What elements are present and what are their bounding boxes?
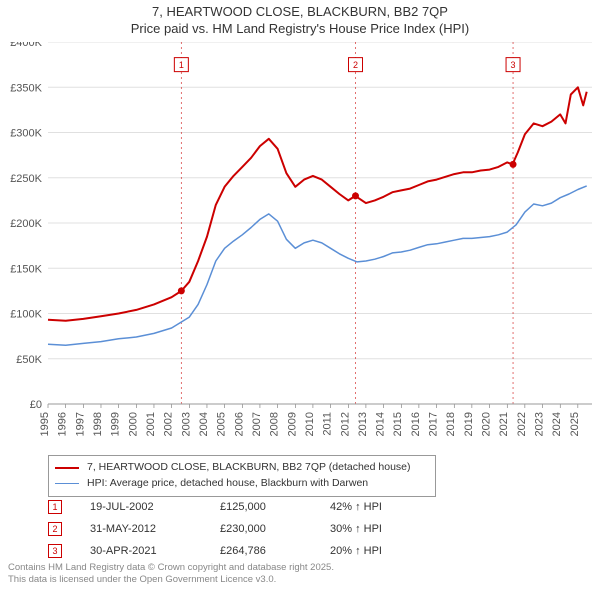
svg-text:2025: 2025 bbox=[569, 412, 581, 436]
marker-date: 30-APR-2021 bbox=[90, 545, 220, 557]
svg-text:2004: 2004 bbox=[198, 412, 210, 436]
legend: 7, HEARTWOOD CLOSE, BLACKBURN, BB2 7QP (… bbox=[48, 455, 436, 497]
marker-price: £125,000 bbox=[220, 501, 330, 513]
svg-text:2005: 2005 bbox=[216, 412, 228, 436]
svg-text:2010: 2010 bbox=[304, 412, 316, 436]
svg-text:2002: 2002 bbox=[163, 412, 175, 436]
svg-text:2011: 2011 bbox=[322, 412, 334, 436]
svg-text:3: 3 bbox=[511, 60, 516, 70]
svg-text:2024: 2024 bbox=[551, 412, 563, 436]
attribution-line2: This data is licensed under the Open Gov… bbox=[8, 574, 334, 586]
svg-text:£250K: £250K bbox=[10, 173, 42, 185]
svg-text:1995: 1995 bbox=[39, 412, 51, 436]
svg-text:2013: 2013 bbox=[357, 412, 369, 436]
svg-text:1997: 1997 bbox=[74, 412, 86, 436]
svg-text:1: 1 bbox=[179, 60, 184, 70]
svg-text:2021: 2021 bbox=[498, 412, 510, 436]
legend-label-red: 7, HEARTWOOD CLOSE, BLACKBURN, BB2 7QP (… bbox=[87, 460, 411, 476]
svg-text:2014: 2014 bbox=[375, 412, 387, 436]
markers-table: 1 19-JUL-2002£125,00042% ↑ HPI 2 31-MAY-201… bbox=[48, 496, 382, 562]
marker-price: £264,786 bbox=[220, 545, 330, 557]
svg-text:2015: 2015 bbox=[392, 412, 404, 436]
svg-text:2007: 2007 bbox=[251, 412, 263, 436]
svg-text:2019: 2019 bbox=[463, 412, 475, 436]
svg-text:2003: 2003 bbox=[180, 412, 192, 436]
marker-pct: 30% ↑ HPI bbox=[330, 523, 382, 535]
svg-text:2022: 2022 bbox=[516, 412, 528, 436]
marker-row: 2 31-MAY-2012£230,00030% ↑ HPI bbox=[48, 518, 382, 540]
chart: £0 £50K £100K £150K £200K £250K £300K £350K £400… bbox=[0, 42, 600, 452]
svg-text:2: 2 bbox=[353, 60, 358, 70]
marker-box-icon: 3 bbox=[48, 544, 62, 558]
chart-svg: £0 £50K £100K £150K £200K £250K £300K £350K £400… bbox=[0, 42, 600, 452]
legend-row-blue: HPI: Average price, detached house, Blac… bbox=[55, 476, 429, 492]
svg-text:2016: 2016 bbox=[410, 412, 422, 436]
svg-text:1999: 1999 bbox=[110, 412, 122, 436]
marker-pct: 42% ↑ HPI bbox=[330, 501, 382, 513]
svg-text:2000: 2000 bbox=[127, 412, 139, 436]
svg-text:1998: 1998 bbox=[92, 412, 104, 436]
svg-text:2001: 2001 bbox=[145, 412, 157, 436]
svg-text:2006: 2006 bbox=[233, 412, 245, 436]
legend-label-blue: HPI: Average price, detached house, Blac… bbox=[87, 476, 368, 492]
svg-text:2018: 2018 bbox=[445, 412, 457, 436]
svg-text:2023: 2023 bbox=[534, 412, 546, 436]
svg-text:£350K: £350K bbox=[10, 82, 42, 94]
svg-text:2008: 2008 bbox=[269, 412, 281, 436]
title-subtitle: Price paid vs. HM Land Registry's House … bbox=[0, 21, 600, 38]
marker-date: 31-MAY-2012 bbox=[90, 523, 220, 535]
svg-text:£100K: £100K bbox=[10, 309, 42, 321]
legend-row-red: 7, HEARTWOOD CLOSE, BLACKBURN, BB2 7QP (… bbox=[55, 460, 429, 476]
svg-text:2009: 2009 bbox=[286, 412, 298, 436]
marker-row: 3 30-APR-2021£264,78620% ↑ HPI bbox=[48, 540, 382, 562]
marker-price: £230,000 bbox=[220, 523, 330, 535]
title-address: 7, HEARTWOOD CLOSE, BLACKBURN, BB2 7QP bbox=[0, 4, 600, 21]
svg-text:£300K: £300K bbox=[10, 128, 42, 140]
legend-swatch-red bbox=[55, 467, 79, 469]
marker-pct: 20% ↑ HPI bbox=[330, 545, 382, 557]
svg-text:£200K: £200K bbox=[10, 218, 42, 230]
svg-text:2017: 2017 bbox=[428, 412, 440, 436]
title-block: 7, HEARTWOOD CLOSE, BLACKBURN, BB2 7QP P… bbox=[0, 0, 600, 38]
svg-text:£0: £0 bbox=[30, 399, 42, 411]
page: 7, HEARTWOOD CLOSE, BLACKBURN, BB2 7QP P… bbox=[0, 0, 600, 590]
svg-text:2012: 2012 bbox=[339, 412, 351, 436]
marker-box-icon: 1 bbox=[48, 500, 62, 514]
svg-text:£150K: £150K bbox=[10, 263, 42, 275]
svg-text:£400K: £400K bbox=[10, 42, 42, 49]
attribution: Contains HM Land Registry data © Crown c… bbox=[8, 562, 334, 586]
marker-row: 1 19-JUL-2002£125,00042% ↑ HPI bbox=[48, 496, 382, 518]
marker-box-icon: 2 bbox=[48, 522, 62, 536]
marker-date: 19-JUL-2002 bbox=[90, 501, 220, 513]
svg-text:£50K: £50K bbox=[16, 354, 42, 366]
svg-text:1996: 1996 bbox=[57, 412, 69, 436]
legend-swatch-blue bbox=[55, 483, 79, 484]
svg-text:2020: 2020 bbox=[481, 412, 493, 436]
attribution-line1: Contains HM Land Registry data © Crown c… bbox=[8, 562, 334, 574]
